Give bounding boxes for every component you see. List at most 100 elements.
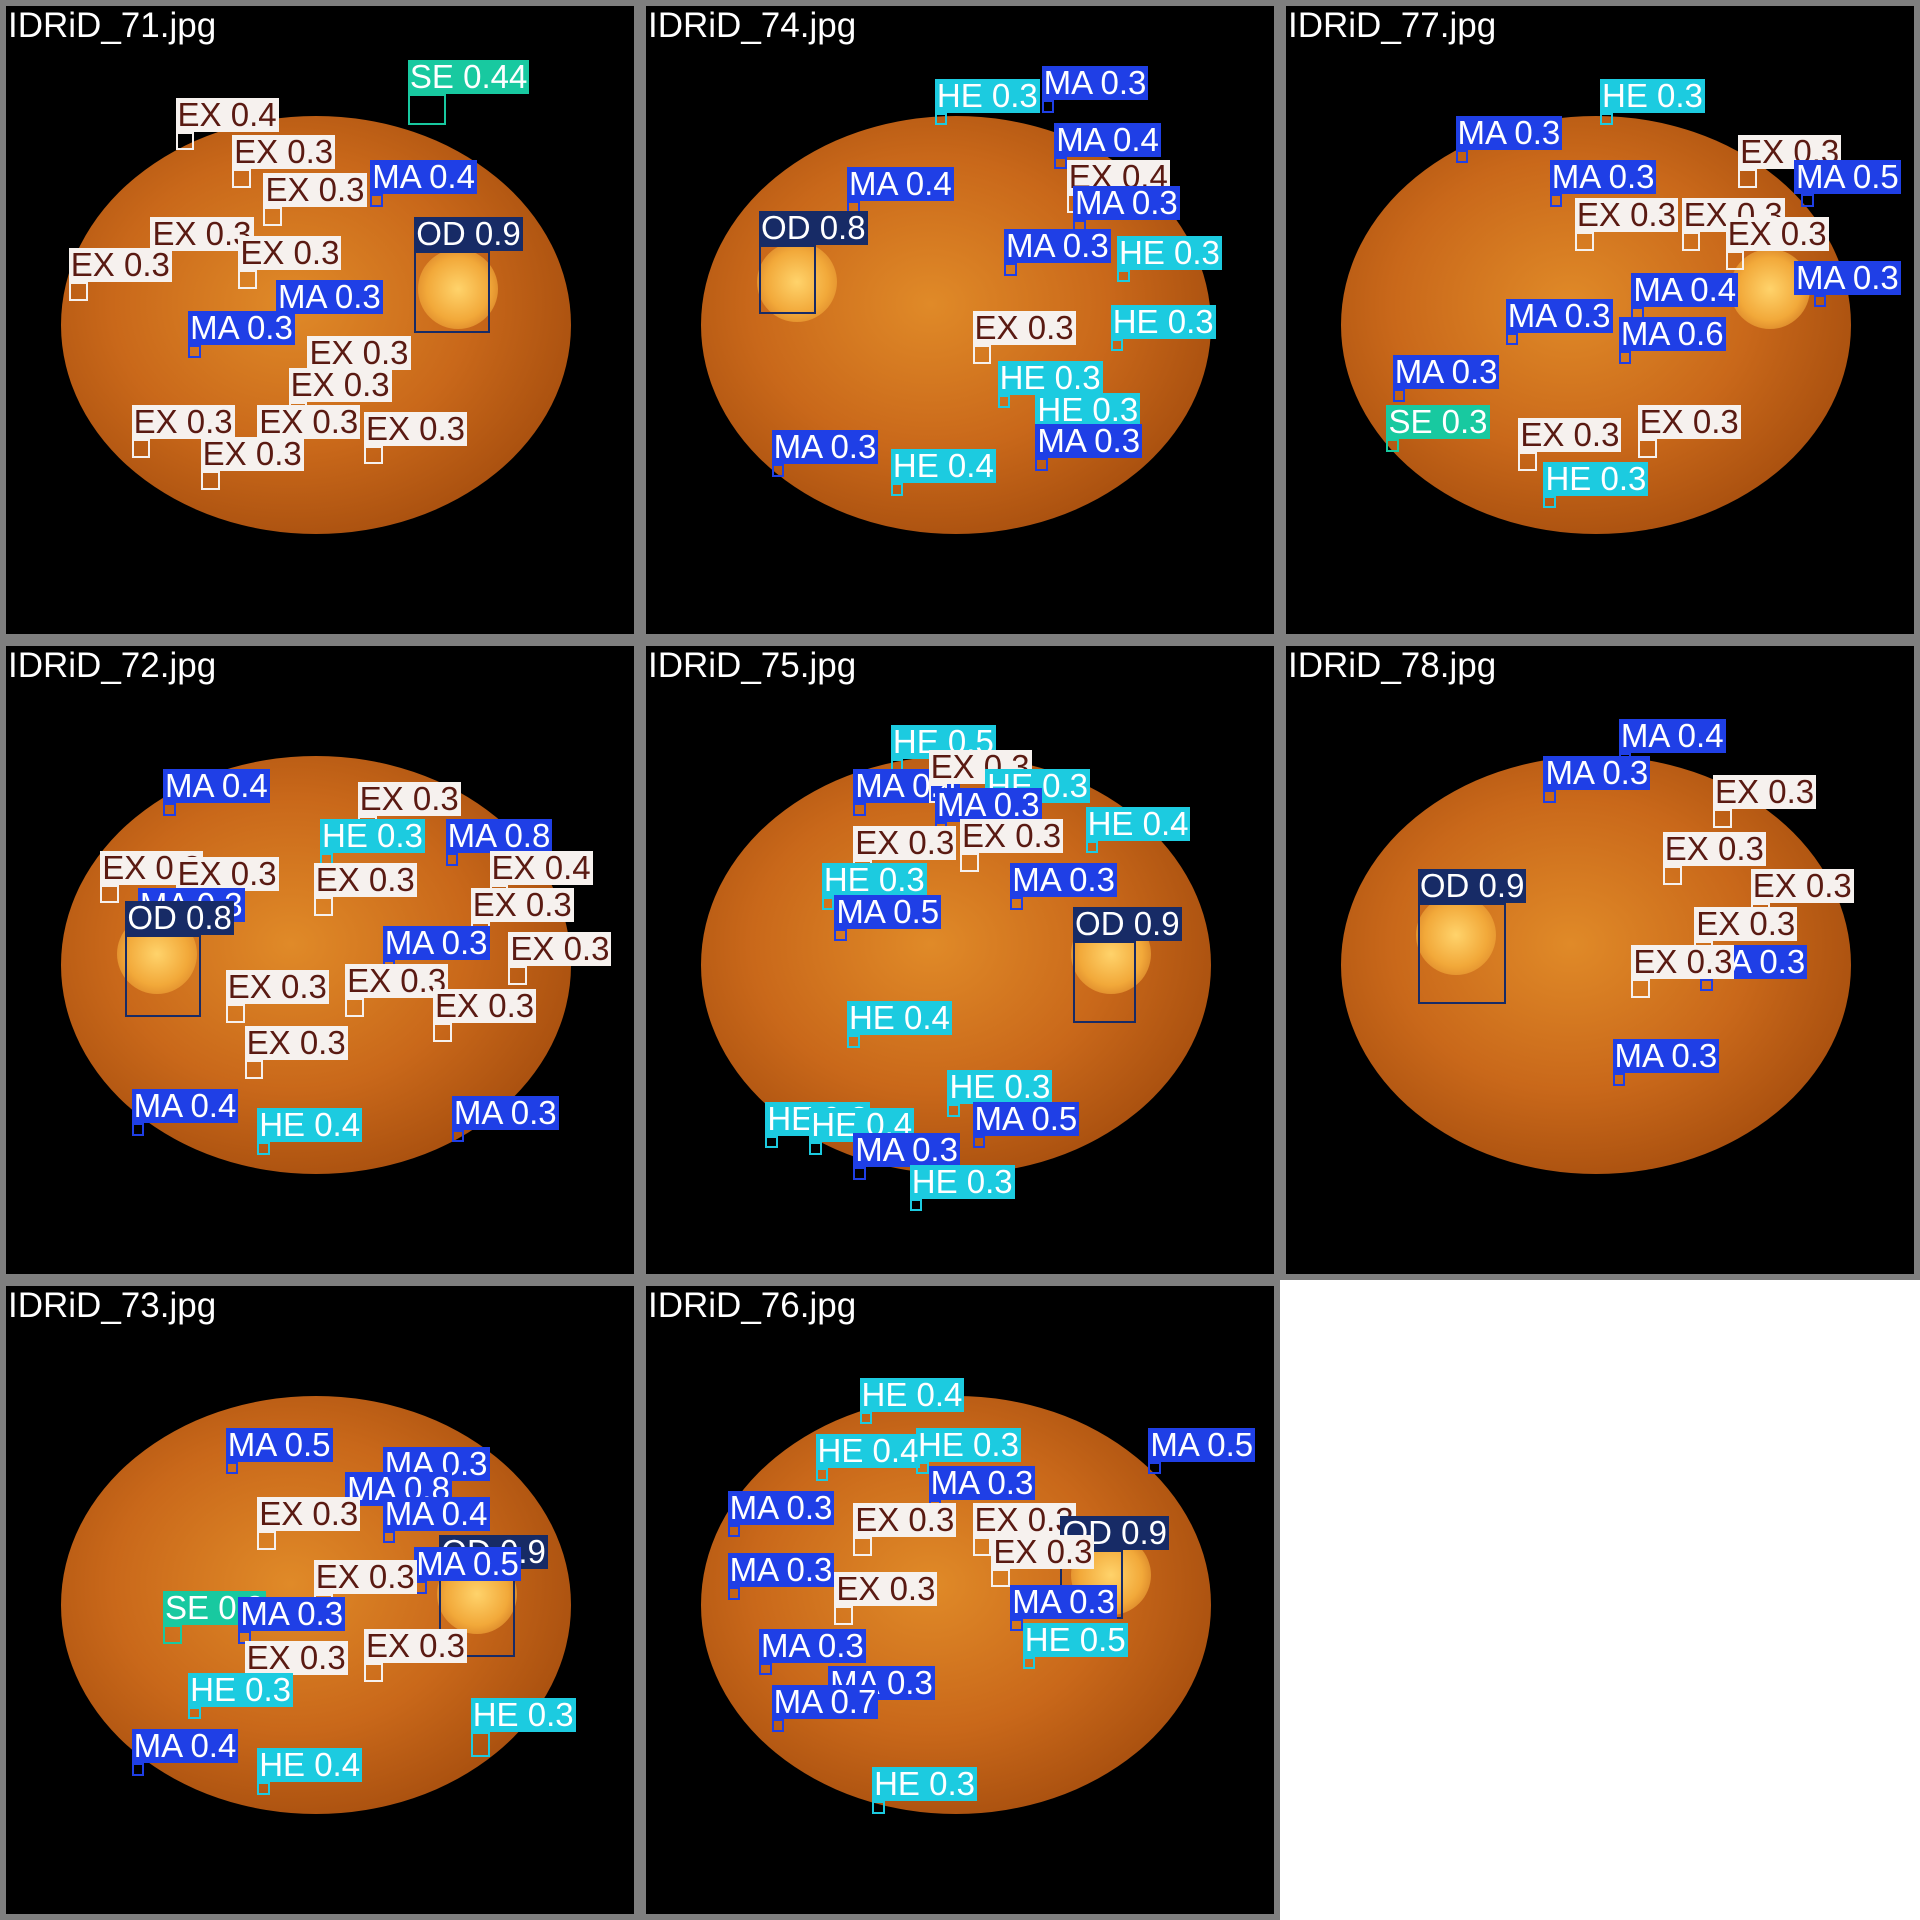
detection-label: MA 0.4: [846, 164, 954, 202]
detection-label: HE 0.3: [1600, 76, 1705, 114]
image-tile: HE 0.3 MA 0.3 MA 0.4 MA 0.4 EX 0.4 OD 0.8 MA 0…: [640, 0, 1280, 640]
image-tile: HE 0.5 MA 0.4 EX 0.3 HE 0.3 MA 0.3 HE 0.4 EX 0…: [640, 640, 1280, 1280]
detection-box: [809, 1142, 822, 1155]
detection-label: EX 0.3: [225, 967, 329, 1005]
detection-label: EX 0.4: [175, 95, 279, 133]
detection-label: SE 0.44: [407, 57, 530, 95]
detection-box: [363, 445, 383, 465]
detection-box: [1148, 1461, 1161, 1475]
detection-box: [1600, 112, 1613, 126]
detection-box: [1618, 351, 1632, 364]
detection-box: [1612, 1073, 1626, 1086]
detection-box: [759, 1662, 772, 1676]
detection-box: [1417, 903, 1506, 1004]
detection-label: MA 0.3: [1073, 183, 1180, 221]
detection-box: [771, 464, 785, 477]
detection-label: SE 0.3: [1386, 403, 1490, 441]
detection-label: MA 0.8: [445, 817, 553, 855]
detection-box: [765, 1135, 778, 1149]
detection-label: EX 0.3: [1713, 773, 1817, 811]
detection-label: EX 0.3: [313, 1557, 417, 1595]
detection-box: [131, 1763, 145, 1776]
detection-label: MA 0.3: [1612, 1037, 1720, 1075]
detection-label: EX 0.3: [68, 246, 172, 284]
detection-box: [1085, 840, 1099, 854]
detection-label: MA 0.3: [771, 428, 879, 466]
detection-box: [414, 250, 490, 333]
detection-label: HE 0.4: [890, 447, 996, 485]
detection-label: MA 0.4: [131, 1087, 239, 1125]
detection-box: [257, 1142, 270, 1155]
detection-box: [853, 1167, 866, 1180]
tile-title: IDRiD_71.jpg: [8, 6, 217, 45]
detection-box: [238, 269, 258, 289]
detection-box: [1035, 458, 1048, 471]
tile-title: IDRiD_77.jpg: [1288, 6, 1497, 45]
detection-box: [445, 853, 459, 866]
detection-label: MA 0.3: [1392, 353, 1500, 391]
detection-label: OD 0.8: [125, 898, 234, 936]
image-tile: MA 0.4 EX 0.3 HE 0.3 MA 0.8 EX 0.4 EX 0.3 EX 0…: [0, 640, 640, 1280]
detection-box: [200, 470, 220, 490]
detection-label: MA 0.3: [727, 1551, 835, 1589]
detection-label: EX 0.3: [853, 823, 957, 861]
detection-box: [225, 1003, 245, 1023]
detection-box: [890, 483, 904, 496]
detection-box: [1505, 332, 1519, 346]
detection-label: EX 0.3: [244, 1024, 348, 1062]
detection-box: [991, 1568, 1011, 1588]
detection-box: [131, 1123, 145, 1136]
tile-title: IDRiD_73.jpg: [8, 1286, 217, 1325]
detection-box: [771, 1719, 785, 1732]
detection-label: EX 0.3: [1750, 867, 1854, 905]
detection-label: MA 0.4: [131, 1727, 239, 1765]
detection-box: [759, 244, 816, 314]
detection-label: MA 0.4: [1054, 120, 1161, 158]
tile-title: IDRiD_72.jpg: [8, 646, 217, 685]
detection-box: [232, 169, 251, 189]
detection-box: [853, 1537, 873, 1557]
detection-label: MA 0.3: [382, 924, 490, 961]
image-tile: MA 0.4 MA 0.3 EX 0.3 OD 0.9 EX 0.3 EX 0.3 EX 0…: [1280, 640, 1920, 1280]
detection-label: HE 0.3: [188, 1670, 293, 1708]
detection-label: MA 0.3: [1041, 64, 1149, 102]
detection-label: EX 0.3: [345, 961, 449, 999]
detection-box: [257, 1782, 270, 1795]
detection-label: HE 0.4: [257, 1746, 363, 1784]
detection-box: [834, 928, 847, 942]
detection-box: [1054, 156, 1067, 170]
detection-box: [1681, 232, 1701, 251]
detection-label: MA 0.3: [853, 1131, 960, 1169]
tile-title: IDRiD_78.jpg: [1288, 646, 1497, 685]
detection-label: EX 0.3: [263, 170, 367, 208]
detection-box: [1117, 269, 1130, 283]
optic-disc: [756, 242, 837, 323]
detection-box: [815, 1468, 829, 1481]
detection-box: [1392, 389, 1406, 402]
detection-box: [859, 1411, 873, 1425]
detection-label: EX 0.3: [175, 854, 279, 892]
detection-label: EX 0.3: [1574, 196, 1678, 234]
detection-label: MA 0.3: [1010, 1582, 1117, 1620]
detection-box: [846, 1035, 860, 1048]
detection-label: EX 0.3: [853, 1501, 957, 1539]
image-tile: HE 0.4 MA 0.5 HE 0.3 HE 0.4 MA 0.3 MA 0.3 EX 0…: [640, 1280, 1280, 1920]
detection-box: [68, 282, 88, 302]
detection-label: EX 0.3: [1631, 942, 1735, 980]
detection-label: HE 0.3: [1035, 390, 1141, 428]
detection-label: OD 0.9: [1073, 905, 1182, 943]
detection-box: [872, 1800, 885, 1814]
detection-label: EX 0.3: [257, 1494, 361, 1532]
detection-label: EX 0.3: [470, 886, 574, 924]
detection-box: [1455, 150, 1469, 163]
detection-label: HE 0.3: [1543, 459, 1649, 497]
detection-label: EX 0.3: [357, 779, 461, 817]
detection-box: [125, 934, 201, 1017]
detection-box: [1010, 1618, 1023, 1632]
detection-label: MA 0.3: [1455, 114, 1563, 152]
detection-label: EX 0.3: [288, 365, 392, 403]
detection-label: EX 0.3: [238, 233, 342, 271]
detection-label: MA 0.3: [934, 785, 1042, 823]
detection-box: [263, 206, 283, 226]
detection-label: HE 0.3: [872, 1764, 977, 1802]
